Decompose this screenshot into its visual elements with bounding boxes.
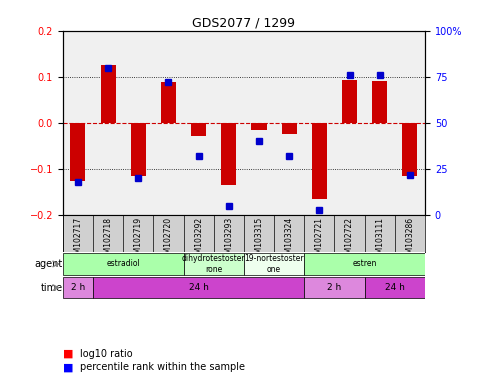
Bar <box>282 123 297 134</box>
Bar <box>342 80 357 123</box>
Bar <box>221 123 236 185</box>
Bar <box>191 123 206 136</box>
FancyBboxPatch shape <box>244 253 304 275</box>
Text: estren: estren <box>353 260 377 268</box>
Text: estradiol: estradiol <box>106 260 140 268</box>
Text: GSM103292: GSM103292 <box>194 217 203 263</box>
Text: GSM102718: GSM102718 <box>103 217 113 263</box>
Bar <box>161 83 176 123</box>
Bar <box>100 65 115 123</box>
Text: 2 h: 2 h <box>327 283 341 292</box>
Bar <box>402 123 417 176</box>
Text: GSM102721: GSM102721 <box>315 217 324 263</box>
FancyBboxPatch shape <box>365 277 425 298</box>
FancyBboxPatch shape <box>93 277 304 298</box>
FancyBboxPatch shape <box>63 277 93 298</box>
Bar <box>372 81 387 123</box>
Text: GSM102717: GSM102717 <box>73 217 83 263</box>
Bar <box>131 123 146 176</box>
FancyBboxPatch shape <box>304 253 425 275</box>
Text: 24 h: 24 h <box>385 283 405 292</box>
Text: GSM103111: GSM103111 <box>375 217 384 263</box>
Text: GSM103315: GSM103315 <box>255 217 264 263</box>
Bar <box>252 123 267 130</box>
Text: 2 h: 2 h <box>71 283 85 292</box>
Bar <box>312 123 327 199</box>
Text: 24 h: 24 h <box>189 283 209 292</box>
Text: time: time <box>41 283 63 293</box>
Bar <box>71 123 85 180</box>
Text: ■: ■ <box>63 349 73 359</box>
Text: GSM102719: GSM102719 <box>134 217 143 263</box>
Text: GSM103286: GSM103286 <box>405 217 414 263</box>
Text: GSM103293: GSM103293 <box>224 217 233 263</box>
Text: log10 ratio: log10 ratio <box>80 349 132 359</box>
Text: GSM102720: GSM102720 <box>164 217 173 263</box>
Text: GSM102722: GSM102722 <box>345 217 354 263</box>
Text: GSM103324: GSM103324 <box>284 217 294 263</box>
FancyBboxPatch shape <box>304 277 365 298</box>
Text: percentile rank within the sample: percentile rank within the sample <box>80 362 245 372</box>
Text: dihydrotestoster
rone: dihydrotestoster rone <box>182 254 245 274</box>
Text: ■: ■ <box>63 362 73 372</box>
FancyBboxPatch shape <box>184 253 244 275</box>
FancyBboxPatch shape <box>63 253 184 275</box>
Title: GDS2077 / 1299: GDS2077 / 1299 <box>192 17 296 30</box>
Text: 19-nortestoster
one: 19-nortestoster one <box>244 254 304 274</box>
Text: agent: agent <box>35 259 63 269</box>
